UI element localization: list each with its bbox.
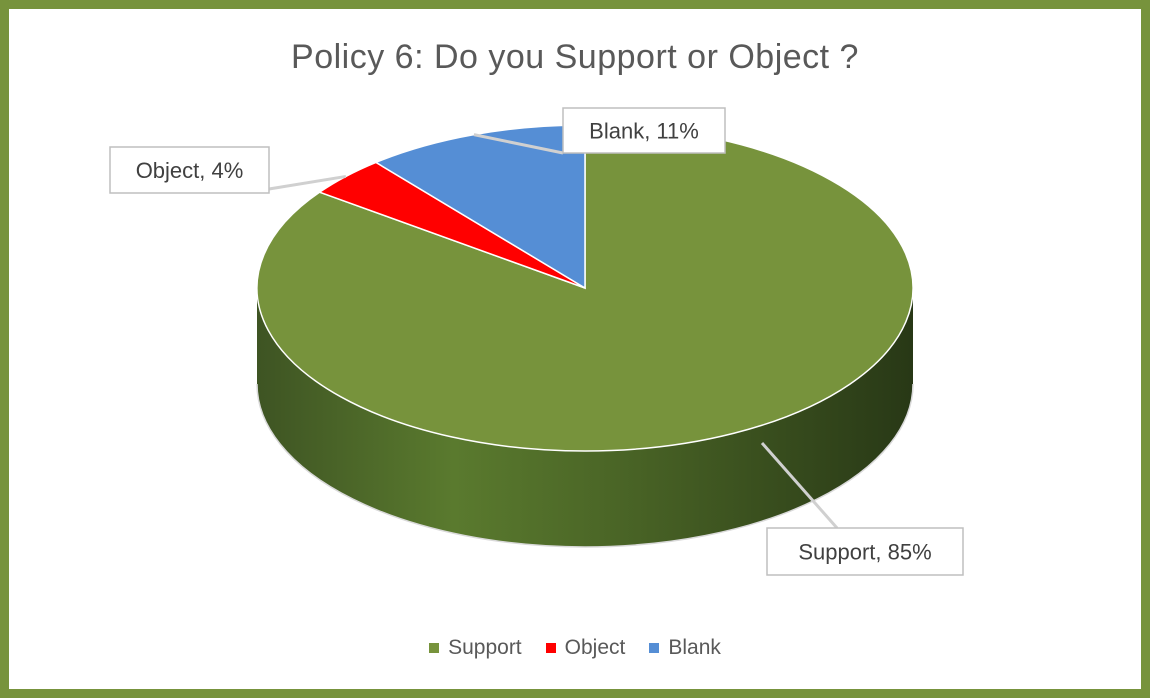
- legend-item-blank: Blank: [649, 636, 721, 660]
- data-label-box-blank: [562, 107, 726, 154]
- legend-item-support: Support: [429, 636, 522, 660]
- pie-bottom-edge: [256, 383, 914, 548]
- legend-label-support: Support: [448, 636, 522, 659]
- data-label-object: Object, 4%: [136, 158, 244, 183]
- legend-swatch-blank: [649, 643, 660, 653]
- legend-label-object: Object: [564, 636, 626, 659]
- legend-swatch-object: [545, 643, 556, 653]
- leader-line-support: [760, 442, 839, 529]
- data-label-box-support: [766, 527, 964, 576]
- leader-line-object: [268, 174, 347, 191]
- legend-swatch-support: [429, 643, 440, 653]
- data-label-support: Support, 85%: [798, 540, 931, 565]
- data-label-blank: Blank, 11%: [589, 119, 699, 144]
- legend-item-object: Object: [545, 636, 626, 660]
- pie-side-wall: [257, 288, 913, 547]
- leader-line-blank: [473, 133, 564, 155]
- chart-title: Policy 6: Do you Support or Object ?: [291, 38, 859, 76]
- chart-legend: Support Object Blank: [0, 635, 1150, 660]
- data-label-box-object: [109, 146, 270, 194]
- legend-label-blank: Blank: [668, 636, 721, 659]
